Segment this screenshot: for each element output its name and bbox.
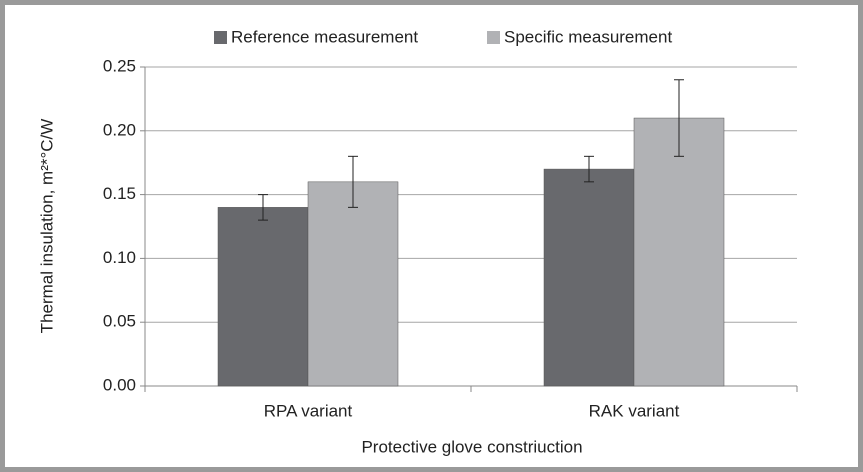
- legend-label: Reference measurement: [231, 27, 418, 46]
- x-axis-label: Protective glove constriuction: [361, 437, 582, 456]
- legend-label: Specific measurement: [504, 27, 672, 46]
- error-bar: [674, 79, 684, 157]
- bar: [307, 181, 399, 387]
- error-bar: [584, 155, 594, 183]
- bar: [633, 117, 725, 387]
- y-axis-label: Thermal insulation, m²*°C/W: [37, 119, 56, 334]
- error-bar: [348, 155, 358, 208]
- legend-swatch: [487, 31, 500, 44]
- x-tick-label: RPA variant: [264, 401, 353, 420]
- legend-swatch: [214, 31, 227, 44]
- bar: [217, 207, 309, 387]
- error-bar: [258, 194, 268, 221]
- bar: [543, 168, 635, 387]
- y-tick-label: 0.20: [103, 120, 136, 139]
- x-tick-label: RAK variant: [589, 401, 680, 420]
- y-tick-label: 0.00: [103, 375, 136, 394]
- y-tick-label: 0.05: [103, 312, 136, 331]
- y-tick-label: 0.15: [103, 184, 136, 203]
- y-tick-label: 0.25: [103, 56, 136, 75]
- y-tick-label: 0.10: [103, 248, 136, 267]
